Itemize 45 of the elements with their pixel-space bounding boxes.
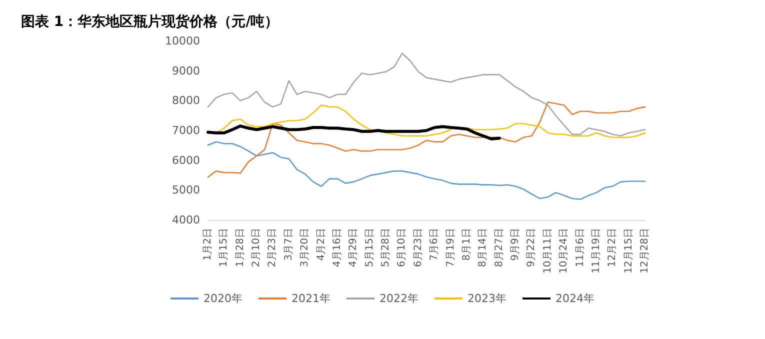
x-tick-label: 12月28日 [640, 228, 650, 274]
y-tick-label: 7000 [172, 124, 200, 137]
y-tick-label: 5000 [172, 184, 200, 197]
chart-title: 图表 1：华东地区瓶片现货价格（元/吨） [21, 13, 279, 30]
x-tick-label: 5月28日 [380, 228, 392, 268]
legend-label: 2021年 [292, 292, 331, 305]
x-tick-label: 1月28日 [234, 228, 246, 268]
x-tick-label: 12月15日 [623, 228, 634, 274]
line-series [207, 52, 646, 137]
x-tick-label: 4月2日 [316, 228, 327, 261]
x-tick-label: 3月7日 [283, 228, 294, 261]
x-tick-label: 4月16日 [332, 228, 343, 268]
x-tick-label: 2月23日 [267, 228, 278, 268]
x-tick-label: 9月22日 [526, 228, 538, 268]
y-tick-label: 8000 [172, 94, 200, 108]
x-tick-label: 5月15日 [364, 228, 376, 268]
x-tick-label: 1月2日 [202, 228, 214, 261]
x-tick-label: 11月19日 [590, 228, 602, 274]
y-tick-label: 9000 [172, 64, 200, 78]
x-tick-label: 4月29日 [348, 228, 360, 268]
line-series [207, 102, 646, 178]
x-tick-label: 7月6日 [429, 228, 440, 261]
x-tick-label: 7月19日 [445, 228, 456, 268]
x-tick-label: 9月9日 [510, 228, 522, 261]
x-tick-label: 6月10日 [396, 228, 408, 268]
legend-label: 2024年 [555, 292, 594, 305]
line-series [206, 124, 501, 140]
y-tick-label: 6000 [172, 154, 200, 167]
x-tick-label: 1月15日 [218, 228, 230, 268]
x-tick-label: 11月6日 [574, 228, 586, 268]
x-tick-label: 12月2日 [607, 228, 618, 268]
x-tick-label: 6月23日 [412, 228, 424, 268]
x-tick-label: 3月20日 [300, 228, 311, 268]
line-series [207, 141, 646, 200]
x-tick-label: 2月10日 [251, 228, 262, 268]
y-tick-label: 4000 [172, 214, 200, 226]
legend-label: 2023年 [467, 292, 506, 305]
x-tick-label: 10月11日 [542, 228, 554, 274]
x-tick-label: 10月24日 [558, 228, 570, 274]
x-tick-label: 8月27日 [494, 228, 505, 268]
y-tick-label: 10000 [165, 34, 200, 48]
legend-label: 2022年 [380, 292, 419, 305]
x-tick-label: 8月1日 [461, 228, 472, 261]
x-tick-label: 8月14日 [478, 228, 489, 268]
legend-label: 2020年 [204, 292, 243, 305]
